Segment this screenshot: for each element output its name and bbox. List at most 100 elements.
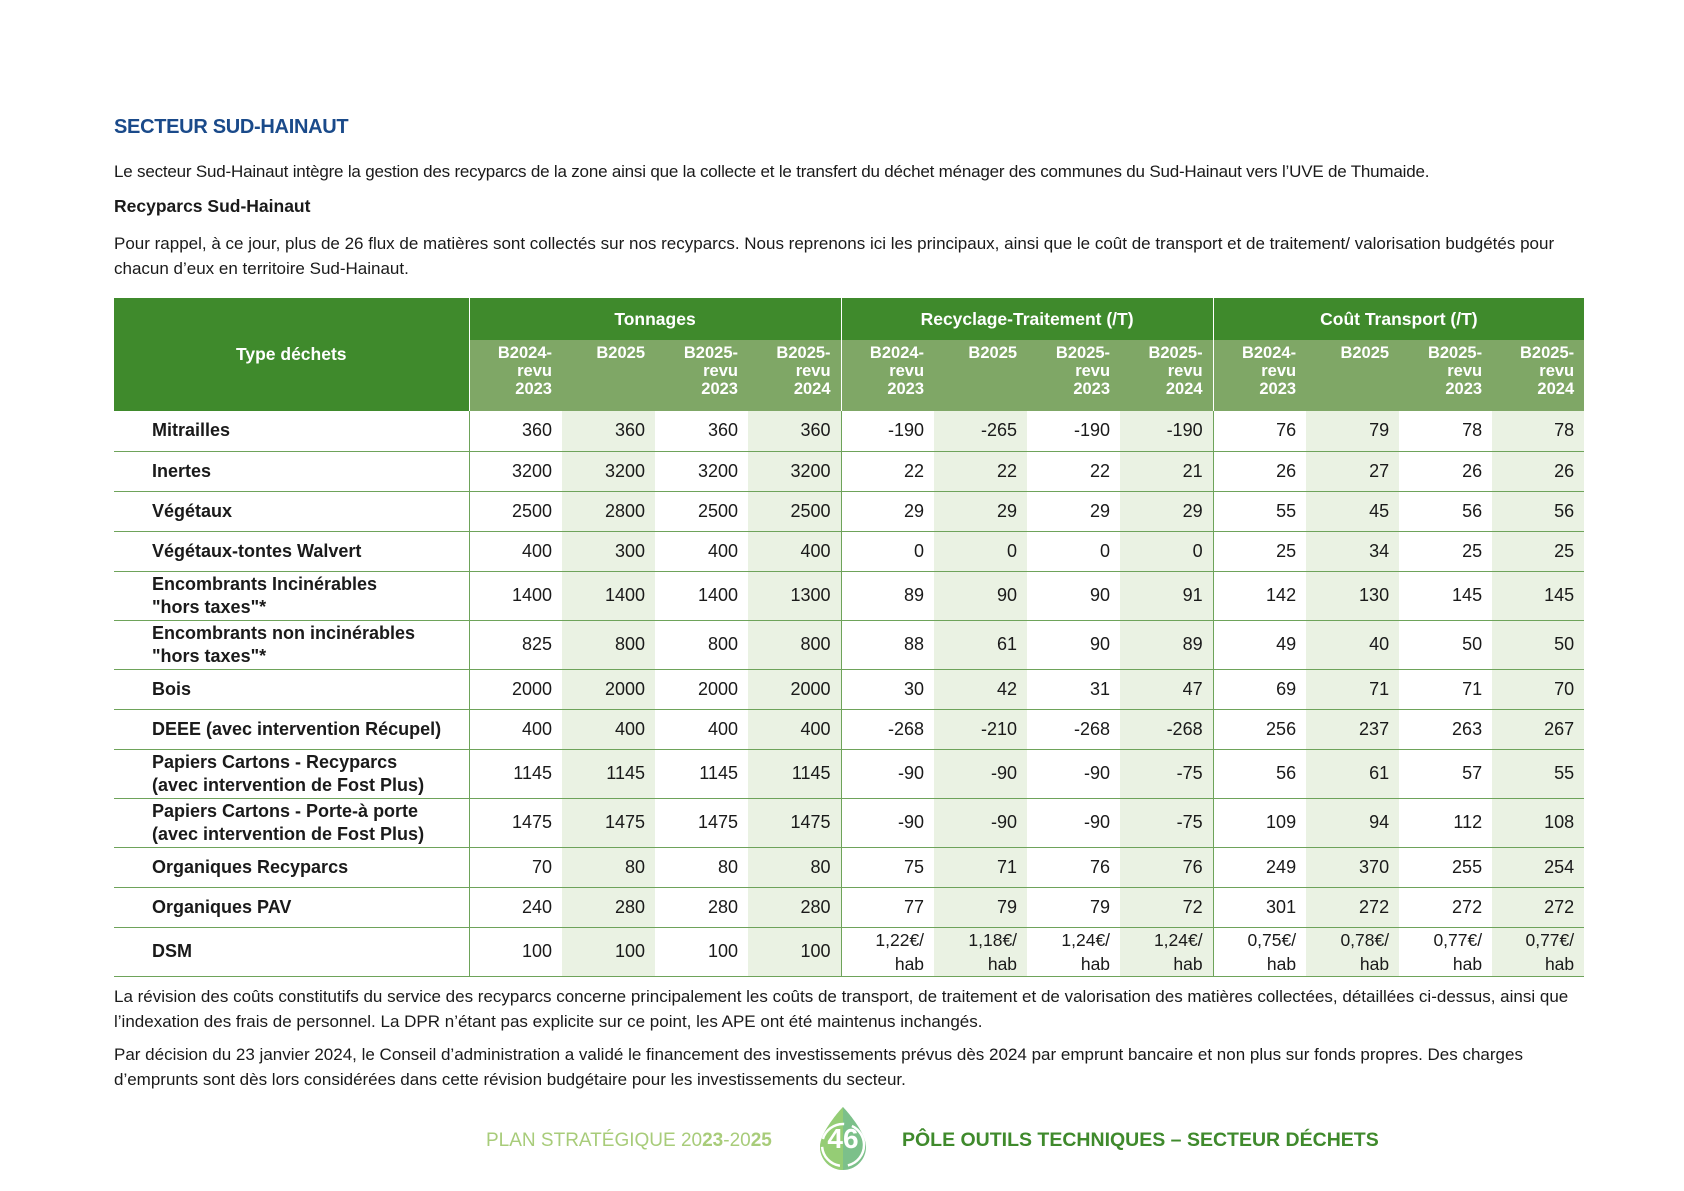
value-cell: 0,75€/ hab bbox=[1213, 927, 1307, 977]
value-cell: 360 bbox=[748, 411, 842, 452]
value-cell: 29 bbox=[934, 491, 1028, 532]
value-cell: 45 bbox=[1306, 491, 1400, 532]
financing-paragraph: Par décision du 23 janvier 2024, le Cons… bbox=[114, 1045, 1523, 1089]
table-row: Papiers Cartons - Porte-à porte (avec in… bbox=[114, 798, 1585, 848]
table-body: Mitrailles 360 360 360 360 -190 -265 -190 -190 76… bbox=[114, 411, 1585, 977]
section-title: SECTEUR SUD-HAINAUT bbox=[114, 116, 349, 138]
value-cell: 256 bbox=[1213, 709, 1307, 750]
value-cell: 267 bbox=[1492, 709, 1585, 750]
value-cell: 88 bbox=[841, 620, 935, 670]
value-cell: 42 bbox=[934, 669, 1028, 710]
value-cell: 145 bbox=[1492, 571, 1585, 621]
value-cell: 29 bbox=[841, 491, 935, 532]
subheader: B2025- revu 2024 bbox=[1120, 340, 1214, 411]
value-cell: 94 bbox=[1306, 798, 1400, 848]
value-cell: 2000 bbox=[655, 669, 748, 710]
value-cell: 22 bbox=[934, 451, 1028, 492]
group-header-transport: Coût Transport (/T) bbox=[1213, 298, 1585, 340]
value-cell: 249 bbox=[1213, 847, 1307, 888]
value-cell: 90 bbox=[1027, 571, 1121, 621]
value-cell: 89 bbox=[1120, 620, 1214, 670]
value-cell: 26 bbox=[1399, 451, 1493, 492]
value-cell: 3200 bbox=[655, 451, 748, 492]
waste-type-cell: Papiers Cartons - Recyparcs (avec interv… bbox=[114, 749, 470, 799]
waste-type-cell: DSM bbox=[114, 927, 470, 977]
value-cell: 71 bbox=[1399, 669, 1493, 710]
value-cell: 145 bbox=[1399, 571, 1493, 621]
value-cell: 89 bbox=[841, 571, 935, 621]
value-cell: 0 bbox=[1120, 531, 1214, 572]
column-header-type: Type déchets bbox=[114, 298, 470, 411]
droplet-icon bbox=[820, 1107, 866, 1170]
value-cell: 70 bbox=[469, 847, 562, 888]
value-cell: 800 bbox=[562, 620, 655, 670]
subheader: B2025 bbox=[1306, 340, 1400, 411]
value-cell: 3200 bbox=[562, 451, 655, 492]
value-cell: 1145 bbox=[562, 749, 655, 799]
value-cell: 272 bbox=[1399, 887, 1493, 928]
value-cell: 79 bbox=[1027, 887, 1121, 928]
waste-cost-table: Type déchets Tonnages Recyclage-Traiteme… bbox=[114, 298, 1585, 977]
table-row: Organiques Recyparcs 70 80 80 80 75 71 76 76 249 3… bbox=[114, 847, 1585, 888]
waste-type-cell: Encombrants non incinérables "hors taxes… bbox=[114, 620, 470, 670]
subheader: B2025- revu 2023 bbox=[1027, 340, 1121, 411]
value-cell: 301 bbox=[1213, 887, 1307, 928]
value-cell: 56 bbox=[1492, 491, 1585, 532]
value-cell: -190 bbox=[1027, 411, 1121, 452]
value-cell: 55 bbox=[1213, 491, 1307, 532]
waste-type-cell: Bois bbox=[114, 669, 470, 710]
value-cell: 280 bbox=[748, 887, 842, 928]
value-cell: -90 bbox=[1027, 798, 1121, 848]
value-cell: 26 bbox=[1213, 451, 1307, 492]
value-cell: 76 bbox=[1120, 847, 1214, 888]
subheader: B2024- revu 2023 bbox=[1213, 340, 1307, 411]
value-cell: 3200 bbox=[469, 451, 562, 492]
value-cell: 70 bbox=[1492, 669, 1585, 710]
value-cell: 25 bbox=[1399, 531, 1493, 572]
table-row: Papiers Cartons - Recyparcs (avec interv… bbox=[114, 749, 1585, 799]
value-cell: 22 bbox=[1027, 451, 1121, 492]
subheader: B2024- revu 2023 bbox=[469, 340, 562, 411]
value-cell: 50 bbox=[1492, 620, 1585, 670]
waste-type-cell: Végétaux-tontes Walvert bbox=[114, 531, 470, 572]
value-cell: 1,24€/ hab bbox=[1120, 927, 1214, 977]
intro-paragraph: Le secteur Sud-Hainaut intègre la gestio… bbox=[114, 162, 1430, 181]
value-cell: 79 bbox=[934, 887, 1028, 928]
value-cell: 80 bbox=[562, 847, 655, 888]
value-cell: 100 bbox=[469, 927, 562, 977]
value-cell: 80 bbox=[748, 847, 842, 888]
value-cell: 240 bbox=[469, 887, 562, 928]
value-cell: 61 bbox=[934, 620, 1028, 670]
value-cell: 280 bbox=[562, 887, 655, 928]
revision-paragraph: La révision des coûts constitutifs du se… bbox=[114, 987, 1569, 1031]
waste-type-cell: Papiers Cartons - Porte-à porte (avec in… bbox=[114, 798, 470, 848]
value-cell: -90 bbox=[1027, 749, 1121, 799]
value-cell: 272 bbox=[1492, 887, 1585, 928]
value-cell: 1,24€/ hab bbox=[1027, 927, 1121, 977]
value-cell: 76 bbox=[1213, 411, 1307, 452]
value-cell: 400 bbox=[655, 531, 748, 572]
subsection-title: Recyparcs Sud-Hainaut bbox=[114, 196, 311, 216]
table-row: Végétaux-tontes Walvert 400 300 400 400 0 0 0 0 2… bbox=[114, 531, 1585, 572]
value-cell: 55 bbox=[1492, 749, 1585, 799]
value-cell: 57 bbox=[1399, 749, 1493, 799]
value-cell: 109 bbox=[1213, 798, 1307, 848]
value-cell: 2500 bbox=[655, 491, 748, 532]
value-cell: 90 bbox=[934, 571, 1028, 621]
value-cell: 30 bbox=[841, 669, 935, 710]
table-row: Inertes 3200 3200 3200 3200 22 22 22 21 26 27 26 26 bbox=[114, 451, 1585, 492]
value-cell: 255 bbox=[1399, 847, 1493, 888]
value-cell: -268 bbox=[1120, 709, 1214, 750]
value-cell: 31 bbox=[1027, 669, 1121, 710]
value-cell: 254 bbox=[1492, 847, 1585, 888]
value-cell: 79 bbox=[1306, 411, 1400, 452]
value-cell: 272 bbox=[1306, 887, 1400, 928]
table-row: Végétaux 2500 2800 2500 2500 29 29 29 29 55 45 56 56 bbox=[114, 491, 1585, 532]
value-cell: 400 bbox=[469, 709, 562, 750]
value-cell: 1475 bbox=[655, 798, 748, 848]
value-cell: 100 bbox=[655, 927, 748, 977]
value-cell: 26 bbox=[1492, 451, 1585, 492]
value-cell: 2000 bbox=[469, 669, 562, 710]
value-cell: -75 bbox=[1120, 749, 1214, 799]
table-row: Organiques PAV 240 280 280 280 77 79 79 72 301 272… bbox=[114, 887, 1585, 928]
